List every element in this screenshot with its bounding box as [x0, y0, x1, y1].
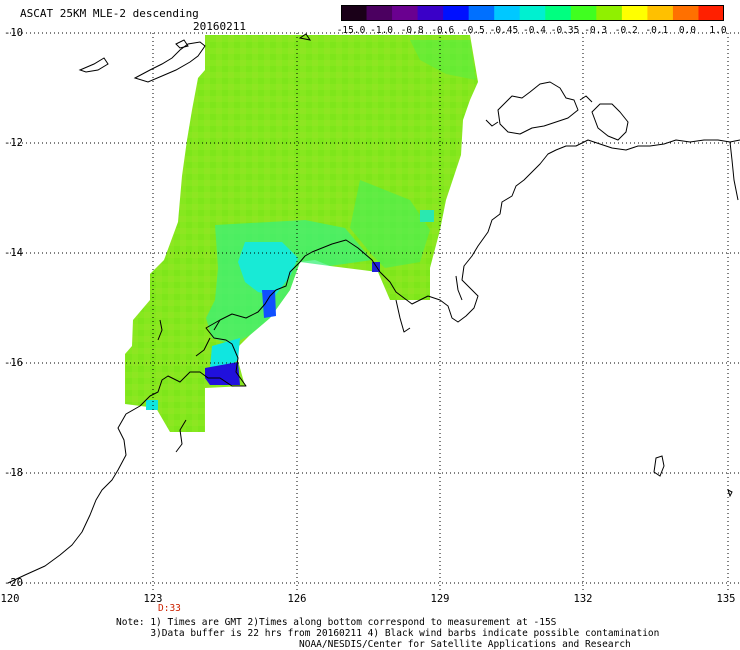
footnote-line-2: 3)Data buffer is 22 hrs from 20160211 4)…: [116, 628, 660, 639]
colorbar-tick-label: -0.1: [645, 25, 669, 36]
colorbar-swatch: [621, 5, 648, 21]
colorbar-swatch: [417, 5, 444, 21]
colorbar-tick-label: -0.6: [431, 25, 455, 36]
colorbar-swatch: [570, 5, 597, 21]
colorbar-tick-label: -0.3: [584, 25, 608, 36]
footnote-line-3: NOAA/NESDIS/Center for Satellite Applica…: [116, 639, 631, 650]
colorbar-swatch: [392, 5, 419, 21]
coastline-bonaparte-gulf: [427, 139, 740, 323]
island-small-1: [175, 39, 189, 49]
colorbar-tick-label: -0.35: [550, 25, 580, 36]
swath-zone-lime: [410, 40, 476, 80]
swath-zone-aqua: [206, 220, 372, 345]
coastline: [7, 81, 740, 584]
island-small-4: [727, 489, 733, 498]
island-sumba: [78, 57, 109, 73]
coastline-west-kimberley: [7, 239, 429, 584]
coastline-daly-river: [395, 275, 463, 333]
colorbar-swatch: [468, 5, 495, 21]
swath-zone-darkblue: [205, 362, 240, 385]
colorbar-tick-label: -0.8: [400, 25, 424, 36]
colorbar-tick-label: -15.0: [336, 25, 366, 36]
map-date: 20160211: [193, 20, 246, 33]
coastline-darwin-peninsula: [591, 103, 629, 141]
lon-label-120: 120: [0, 593, 20, 605]
lon-label-129: 129: [430, 593, 450, 605]
colorbar-swatch: [341, 5, 368, 21]
swath-zone-cyan-4: [420, 210, 434, 222]
island-timor: [133, 41, 206, 83]
graticule: [10, 32, 740, 590]
swath-zone-cyan-3: [146, 400, 158, 410]
colorbar-swatch: [698, 5, 724, 21]
color-scale-labels: -15.0 -1.0 -0.8 -0.6 -0.5 -0.45 -0.4 -0.35 -0.3-…: [333, 25, 733, 37]
island-small-2: [298, 33, 312, 41]
swath-zone-green: [350, 180, 430, 268]
colorbar-swatch: [519, 5, 546, 21]
coastline-tiwi-minor: [485, 95, 593, 127]
colorbar-tick-label: -1.0: [370, 25, 394, 36]
lon-label-132: 132: [573, 593, 593, 605]
lat-label-18: -18: [4, 467, 23, 479]
swath-zone-cyan: [238, 242, 298, 296]
lat-label-12: -12: [4, 137, 23, 149]
colorbar-swatch: [494, 5, 521, 21]
colorbar-swatch: [596, 5, 623, 21]
time-label: D:33: [158, 603, 181, 614]
colorbar-swatch: [647, 5, 674, 21]
footnote: Note: 1) Times are GMT 2)Times along bot…: [116, 617, 659, 650]
swath-zone-blue: [262, 290, 276, 318]
coastline-cape-bougainville: [157, 319, 221, 453]
lon-label-126: 126: [287, 593, 307, 605]
footnote-line-1: Note: 1) Times are GMT 2)Times along bot…: [116, 617, 557, 628]
swath-zone-blue-2: [372, 262, 380, 272]
lon-label-135: 135: [716, 593, 736, 605]
lat-label-16: -16: [4, 357, 23, 369]
lat-label-10: -10: [4, 27, 23, 39]
colorbar-swatch: [672, 5, 699, 21]
colorbar-border: [341, 5, 724, 21]
colorbar-tick-label: -0.2: [614, 25, 638, 36]
color-scale-bar: [341, 5, 724, 21]
coastline-east: [729, 141, 739, 201]
colorbar-tick-label: 1.0: [709, 25, 727, 36]
coastline-melville-island: [497, 81, 579, 135]
lat-label-14: -14: [4, 247, 23, 259]
colorbar-swatch: [443, 5, 470, 21]
colorbar-tick-label: 0.0: [678, 25, 696, 36]
island-small-3: [653, 455, 665, 477]
islands: [78, 33, 733, 498]
lat-label-20: -20: [4, 577, 23, 589]
map-title: ASCAT 25KM MLE-2 descending: [20, 7, 199, 20]
colorbar-swatch: [366, 5, 393, 21]
colorbar-tick-label: -0.45: [489, 25, 519, 36]
lon-label-123: 123: [143, 593, 163, 605]
colorbar-tick-label: -0.4: [523, 25, 546, 36]
colorbar-swatch: [545, 5, 572, 21]
colorbar-tick-label: -0.5: [461, 25, 485, 36]
